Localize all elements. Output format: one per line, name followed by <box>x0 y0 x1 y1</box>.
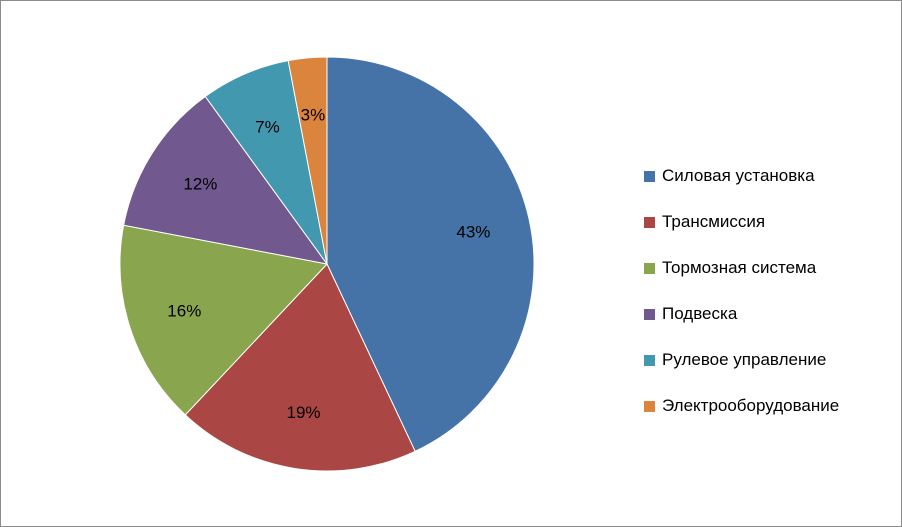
data-label: 16% <box>167 301 201 320</box>
legend-item: Электрооборудование <box>644 396 894 442</box>
data-label: 43% <box>456 222 490 241</box>
legend-item: Силовая установка <box>644 166 894 212</box>
pie-slice <box>123 95 329 265</box>
chart-legend: Силовая установка Трансмиссия Тормозная си… <box>644 166 894 442</box>
data-label: 12% <box>183 175 217 194</box>
pie-slice <box>184 263 416 472</box>
pie-slice <box>287 56 328 265</box>
data-label: 3% <box>301 106 326 125</box>
legend-item: Рулевое управление <box>644 350 894 396</box>
legend-label: Подвеска <box>662 304 738 323</box>
data-label: 7% <box>255 117 280 136</box>
legend-item: Подвеска <box>644 304 894 350</box>
legend-item: Тормозная система <box>644 258 894 304</box>
pie-slice <box>326 56 535 452</box>
legend-item: Трансмиссия <box>644 212 894 258</box>
data-label: 19% <box>286 403 320 422</box>
legend-label: Силовая установка <box>662 166 815 185</box>
legend-swatch <box>644 171 655 182</box>
legend-swatch <box>644 309 655 320</box>
legend-label: Электрооборудование <box>662 396 840 415</box>
legend-label: Трансмиссия <box>662 212 766 231</box>
legend-swatch <box>644 263 655 274</box>
legend-label: Тормозная система <box>662 258 817 277</box>
legend-swatch <box>644 401 655 412</box>
legend-swatch <box>644 217 655 228</box>
legend-swatch <box>644 355 655 366</box>
legend-label: Рулевое управление <box>662 350 827 369</box>
pie-slice <box>119 224 328 416</box>
